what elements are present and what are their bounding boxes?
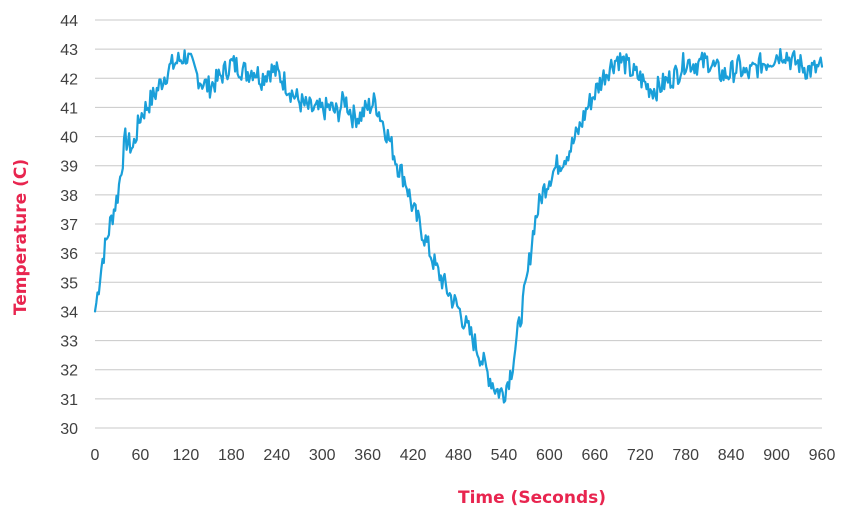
- x-tick-label: 840: [718, 447, 745, 464]
- x-tick-label: 360: [354, 447, 381, 464]
- x-tick-label: 420: [400, 447, 427, 464]
- y-tick-label: 33: [60, 334, 78, 351]
- y-tick-label: 42: [60, 71, 78, 88]
- y-tick-label: 36: [60, 246, 78, 263]
- x-tick-label: 660: [581, 447, 608, 464]
- y-tick-label: 32: [60, 363, 78, 380]
- x-axis-title: Time (Seconds): [458, 488, 606, 508]
- x-tick-label: 180: [218, 447, 245, 464]
- x-tick-labels: 0 60 120 180 240 300 360 420 480 540 600 660 720 780 8…: [91, 447, 836, 464]
- y-tick-label: 41: [60, 100, 78, 117]
- x-tick-label: 60: [132, 447, 150, 464]
- series-line-temperature: [93, 48, 824, 404]
- y-tick-label: 38: [60, 188, 78, 205]
- x-tick-label: 960: [809, 447, 836, 464]
- y-tick-label: 34: [60, 304, 78, 321]
- x-tick-label: 300: [309, 447, 336, 464]
- y-tick-label: 39: [60, 159, 78, 176]
- x-tick-label: 120: [173, 447, 200, 464]
- x-tick-label: 780: [672, 447, 699, 464]
- x-tick-label: 540: [491, 447, 518, 464]
- y-tick-label: 35: [60, 275, 78, 292]
- x-tick-label: 900: [763, 447, 790, 464]
- y-tick-label: 30: [60, 421, 78, 438]
- x-tick-label: 240: [263, 447, 290, 464]
- y-tick-label: 31: [60, 392, 78, 409]
- y-tick-label: 43: [60, 42, 78, 59]
- y-axis-title: Temperature (C): [11, 159, 31, 315]
- y-tick-label: 37: [60, 217, 78, 234]
- x-tick-label: 480: [445, 447, 472, 464]
- y-tick-label: 44: [60, 13, 78, 30]
- x-tick-label: 720: [627, 447, 654, 464]
- grid-lines: [95, 19, 822, 429]
- x-tick-label: 0: [91, 447, 100, 464]
- y-tick-label: 40: [60, 130, 78, 147]
- x-tick-label: 600: [536, 447, 563, 464]
- y-tick-labels: 30 31 32 33 34 35 36 37 38 39 40 41 42 43 44: [60, 13, 78, 438]
